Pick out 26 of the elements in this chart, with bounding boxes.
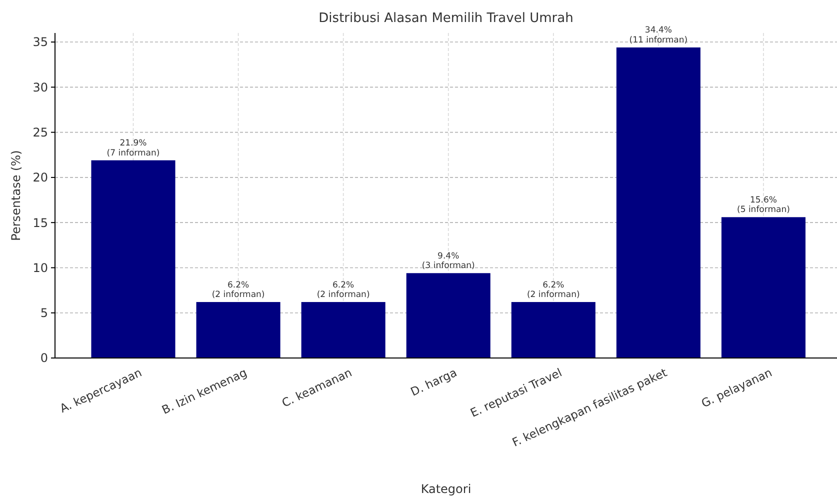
y-tick-label: 30 xyxy=(32,80,48,94)
y-tick-label: 0 xyxy=(40,351,48,366)
data-label: 6.2% (2 informan) xyxy=(212,280,265,300)
y-axis-title: Persentase (%) xyxy=(9,150,23,241)
chart-title: Distribusi Alasan Memilih Travel Umrah xyxy=(318,11,574,26)
data-label: 34.4% (11 informan) xyxy=(629,26,688,46)
bar xyxy=(511,302,596,358)
data-label: 6.2% (2 informan) xyxy=(526,280,580,300)
bar xyxy=(301,302,386,358)
x-axis-title: Kategori xyxy=(420,482,472,496)
bar xyxy=(721,217,806,358)
y-tick-label: 10 xyxy=(32,260,48,275)
data-label: 9.4% (3 informan) xyxy=(422,251,475,272)
data-label: 21.9% (7 informan) xyxy=(106,138,160,158)
y-tick-label: 35 xyxy=(32,35,48,50)
bar xyxy=(616,47,700,358)
y-tick-label: 5 xyxy=(40,306,48,320)
y-tick-label: 25 xyxy=(32,126,48,140)
bar xyxy=(91,160,176,358)
y-tick-label: 15 xyxy=(32,216,48,230)
x-tick-label: D. harga xyxy=(408,365,460,399)
bar xyxy=(406,273,490,358)
data-label: 15.6% (5 informan) xyxy=(737,195,790,216)
bar xyxy=(196,302,280,358)
data-label: 6.2% (2 informan) xyxy=(316,280,370,300)
y-tick-label: 20 xyxy=(32,170,48,185)
